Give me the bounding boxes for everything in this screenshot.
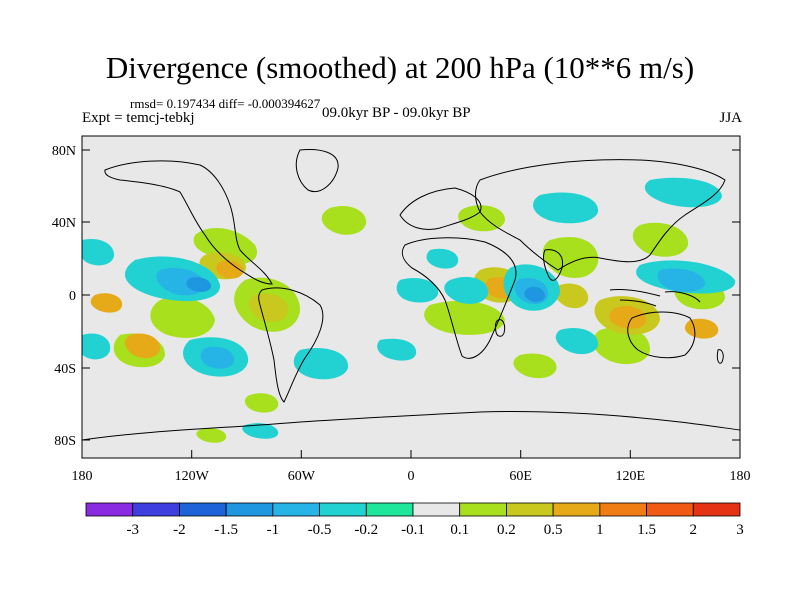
colorbar-swatch bbox=[646, 502, 694, 517]
colorbar-label: 2 bbox=[690, 522, 698, 538]
colorbar-swatch bbox=[552, 502, 601, 517]
lat-label-40s: 40S bbox=[54, 362, 76, 377]
colorbar-label: -0.5 bbox=[308, 522, 332, 538]
lon-label-120e: 120E bbox=[616, 469, 646, 484]
lon-label-60w: 60W bbox=[288, 469, 316, 484]
season-label: JJA bbox=[719, 110, 742, 126]
colorbar-swatch bbox=[179, 502, 227, 517]
colorbar-swatch bbox=[412, 502, 461, 517]
coastlines bbox=[82, 149, 740, 441]
lat-label-80n: 80N bbox=[52, 144, 76, 159]
colorbar-swatch bbox=[85, 502, 134, 517]
lat-label-0: 0 bbox=[69, 289, 76, 304]
period-label: 09.0kyr BP - 09.0kyr BP bbox=[322, 105, 471, 121]
lon-label-0: 0 bbox=[408, 469, 415, 484]
colorbar-label: -2 bbox=[173, 522, 186, 538]
colorbar-swatch bbox=[365, 502, 414, 517]
lon-label-180w: 180 bbox=[72, 469, 93, 484]
colorbar-swatch bbox=[319, 502, 367, 517]
contour-field bbox=[82, 177, 736, 443]
colorbar-label: 0.1 bbox=[450, 522, 469, 538]
lon-label-120w: 120W bbox=[175, 469, 210, 484]
colorbar-swatch bbox=[225, 502, 274, 517]
lat-ticks bbox=[82, 149, 740, 441]
colorbar-label: 1.5 bbox=[637, 522, 656, 538]
colorbar-label: 3 bbox=[736, 522, 744, 538]
colorbar-label: 0.2 bbox=[497, 522, 516, 538]
stats-line: rmsd= 0.197434 diff= -0.000394627 bbox=[130, 96, 321, 111]
lon-label-180e: 180 bbox=[730, 469, 751, 484]
colorbar-swatch bbox=[599, 502, 647, 517]
colorbar-label: 0.5 bbox=[544, 522, 563, 538]
lon-label-60e: 60E bbox=[509, 469, 532, 484]
lon-ticks bbox=[81, 450, 741, 458]
colorbar-label: -3 bbox=[126, 522, 139, 538]
colorbar-label: -0.1 bbox=[401, 522, 425, 538]
page-title: Divergence (smoothed) at 200 hPa (10**6 … bbox=[105, 50, 695, 85]
colorbar-swatch bbox=[272, 502, 320, 517]
colorbar-label: -1.5 bbox=[214, 522, 238, 538]
colorbar-swatch bbox=[132, 502, 180, 517]
colorbar-label: 1 bbox=[596, 522, 604, 538]
experiment-label: Expt = temcj-tebkj bbox=[82, 110, 195, 126]
colorbar-swatch bbox=[506, 502, 554, 517]
colorbar: -3 -2 -1.5 -1 -0.5 -0.2 -0.1 0.1 0.2 0.5 1 1.5 2 3 bbox=[85, 502, 744, 538]
lat-label-80s: 80S bbox=[54, 434, 76, 449]
colorbar-swatch bbox=[459, 502, 507, 517]
lat-label-40n: 40N bbox=[52, 216, 76, 231]
colorbar-swatch bbox=[692, 502, 741, 517]
colorbar-label: -0.2 bbox=[354, 522, 378, 538]
colorbar-label: -1 bbox=[267, 522, 280, 538]
